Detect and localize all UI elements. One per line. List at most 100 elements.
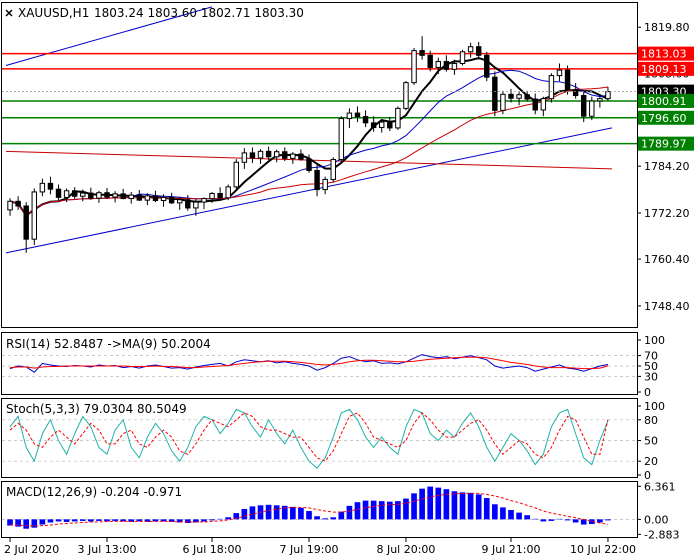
stoch-title: Stoch(5,3,3) 79.0304 80.5049 bbox=[6, 402, 187, 416]
macd-bar bbox=[47, 519, 54, 523]
level-label-1789.97: 1789.97 bbox=[641, 138, 687, 151]
candle bbox=[241, 148, 248, 169]
candle bbox=[39, 178, 46, 197]
candle-body bbox=[193, 201, 199, 209]
macd-bar bbox=[540, 519, 547, 522]
candle-body bbox=[395, 107, 401, 129]
candle-body bbox=[63, 190, 70, 198]
candle bbox=[532, 93, 538, 115]
macd-bar bbox=[564, 519, 571, 521]
candle bbox=[378, 119, 385, 133]
candle bbox=[47, 176, 54, 195]
candle bbox=[492, 71, 498, 117]
candle bbox=[427, 50, 433, 72]
candle bbox=[459, 49, 466, 66]
price-tick-label: 1760.40 bbox=[644, 253, 690, 266]
time-tick-label: 7 Jul 19:00 bbox=[280, 543, 339, 556]
level-label-box bbox=[638, 61, 694, 76]
candle-body bbox=[459, 51, 466, 65]
candle-body bbox=[282, 151, 288, 159]
candle-body bbox=[427, 54, 433, 68]
candle bbox=[556, 63, 563, 82]
candle bbox=[411, 47, 417, 85]
candle-body bbox=[492, 76, 498, 111]
macd-bar bbox=[459, 492, 466, 520]
macd-bar bbox=[136, 519, 143, 522]
candle-body bbox=[484, 54, 490, 78]
level-label-box bbox=[638, 110, 694, 125]
macd-bar bbox=[144, 519, 151, 522]
candle-body bbox=[306, 158, 312, 171]
candle-body bbox=[411, 50, 417, 84]
candle bbox=[508, 88, 514, 103]
macd-bar bbox=[346, 505, 353, 520]
axis-tick-label: 50 bbox=[644, 360, 658, 373]
candle bbox=[322, 176, 328, 195]
macd-bar bbox=[395, 501, 401, 520]
level-label-1809.13: 1809.13 bbox=[641, 63, 687, 76]
macd-bar bbox=[508, 510, 514, 520]
price-tick-label: 1748.40 bbox=[644, 300, 690, 313]
macd-bar bbox=[225, 517, 232, 520]
candle bbox=[168, 192, 175, 205]
axis-tick-label: 50 bbox=[644, 435, 658, 448]
ma-slow-line bbox=[9, 86, 609, 217]
candle bbox=[564, 65, 571, 95]
macd-bar bbox=[556, 518, 563, 520]
arrow-down-icon bbox=[5, 9, 13, 17]
candle bbox=[306, 154, 312, 173]
candle-body bbox=[112, 193, 118, 198]
candle-body bbox=[7, 200, 13, 211]
candle-body bbox=[451, 63, 458, 70]
candle bbox=[23, 202, 29, 253]
candle-body bbox=[290, 153, 296, 159]
candle bbox=[55, 184, 62, 201]
macd-bar bbox=[176, 519, 183, 523]
candle bbox=[160, 194, 167, 207]
stoch-panel-frame bbox=[1, 398, 638, 478]
macd-signal-line bbox=[9, 492, 609, 527]
macd-bar bbox=[88, 519, 94, 522]
candle-body bbox=[209, 192, 215, 200]
macd-bar bbox=[168, 519, 175, 522]
candle bbox=[443, 55, 450, 72]
candle bbox=[548, 73, 555, 103]
candle-body bbox=[378, 121, 385, 129]
macd-bar bbox=[378, 501, 385, 520]
candle bbox=[176, 197, 183, 210]
candle-body bbox=[136, 194, 143, 201]
candle-body bbox=[524, 94, 530, 100]
macd-bar bbox=[516, 512, 522, 520]
candle-body bbox=[540, 98, 547, 111]
candle-body bbox=[241, 152, 248, 163]
candle bbox=[128, 191, 134, 204]
candle-body bbox=[80, 192, 86, 197]
candle-body bbox=[419, 50, 425, 56]
macd-bar bbox=[112, 519, 118, 521]
candle-body bbox=[435, 61, 442, 68]
candle bbox=[435, 57, 442, 75]
macd-bar bbox=[290, 506, 296, 520]
macd-bar bbox=[580, 519, 587, 525]
macd-bar bbox=[104, 519, 110, 522]
candle bbox=[580, 90, 587, 123]
macd-bar bbox=[451, 491, 458, 520]
candle bbox=[346, 108, 353, 128]
axis-tick-label: 70 bbox=[644, 350, 658, 363]
candle bbox=[31, 188, 38, 246]
macd-bar bbox=[15, 519, 21, 527]
macd-bar bbox=[435, 487, 442, 520]
candle-body bbox=[128, 194, 134, 200]
candle bbox=[201, 197, 207, 210]
level-labels: 1813.03 1809.13 1800.91 1796.60 1789.97 bbox=[638, 46, 694, 151]
candle bbox=[233, 159, 240, 191]
time-tick-label: 6 Jul 18:00 bbox=[183, 543, 242, 556]
candle bbox=[387, 116, 393, 132]
channel-lower-line bbox=[5, 127, 613, 254]
macd-title: MACD(12,26,9) -0.204 -0.971 bbox=[6, 485, 182, 499]
candle bbox=[249, 147, 256, 164]
candle bbox=[209, 191, 215, 203]
candle bbox=[80, 189, 86, 202]
